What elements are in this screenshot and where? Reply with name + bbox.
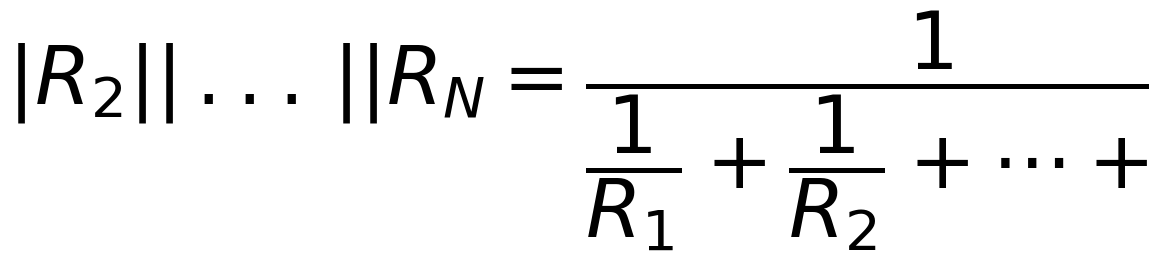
Text: $\mathit{R}_1||\mathit{R}_2||\,...\,||\mathit{R}_N = \dfrac{1}{\dfrac{1}{\mathit: $\mathit{R}_1||\mathit{R}_2||\,...\,||\m… bbox=[0, 8, 1149, 254]
